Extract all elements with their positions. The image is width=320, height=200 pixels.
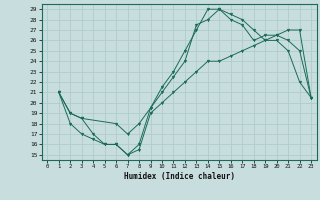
X-axis label: Humidex (Indice chaleur): Humidex (Indice chaleur) <box>124 172 235 181</box>
